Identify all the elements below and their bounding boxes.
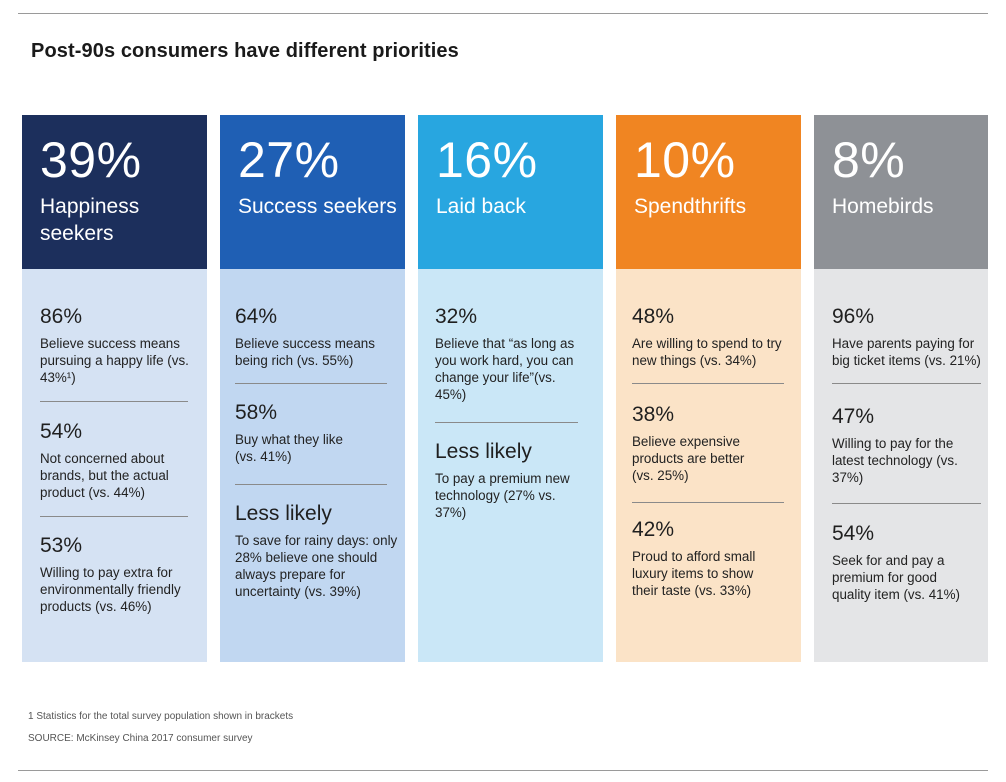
bottom-rule — [18, 770, 988, 771]
stat-value: 48% — [632, 305, 675, 328]
stat-value: 54% — [832, 522, 875, 545]
stat-value: 53% — [40, 534, 83, 557]
segment-header: 8% Homebirds — [814, 115, 988, 269]
stat-value: 47% — [832, 405, 875, 428]
page-title: Post-90s consumers have different priori… — [31, 40, 459, 62]
segment-homebirds: 8% Homebirds 96% Have parents paying for… — [814, 115, 988, 662]
stat-item: Less likely To pay a premium new technol… — [435, 440, 570, 521]
divider — [832, 383, 981, 384]
stat-value: 86% — [40, 305, 83, 328]
segment-header: 16% Laid back — [418, 115, 603, 269]
stat-item: Less likely To save for rainy days: only… — [235, 502, 401, 600]
segment-success-seekers: 27% Success seekers 64% Believe success … — [220, 115, 405, 662]
segment-share: 10% — [634, 132, 736, 188]
segment-label: Laid back — [436, 195, 526, 218]
stat-description: Proud to afford small luxury items to sh… — [632, 549, 756, 598]
stat-value: Less likely — [235, 502, 332, 525]
stat-description: Are willing to spend to try new things (… — [632, 336, 782, 368]
stat-description: Willing to pay extra for environmentally… — [40, 565, 181, 614]
segment-label: Success seekers — [238, 195, 397, 218]
source-note: SOURCE: McKinsey China 2017 consumer sur… — [28, 733, 253, 744]
stat-item: 42% Proud to afford small luxury items t… — [632, 518, 772, 599]
stat-item: 54% Not concerned about brands, but the … — [40, 420, 202, 501]
segment-label: Homebirds — [832, 195, 934, 218]
stat-description: Not concerned about brands, but the actu… — [40, 451, 169, 500]
segment-header: 39% Happiness seekers — [22, 115, 207, 269]
top-rule — [18, 13, 988, 14]
stat-value: 42% — [632, 518, 675, 541]
divider — [40, 516, 188, 517]
divider — [632, 383, 784, 384]
segment-body: 96% Have parents paying for big ticket i… — [814, 269, 988, 662]
segment-spendthrifts: 10% Spendthrifts 48% Are willing to spen… — [616, 115, 801, 662]
divider — [40, 401, 188, 402]
stat-value: Less likely — [435, 440, 532, 463]
stat-description: Buy what they like (vs. 41%) — [235, 432, 343, 464]
segment-share: 27% — [238, 132, 340, 188]
stat-item: 38% Believe expensive products are bette… — [632, 403, 762, 484]
stat-item: 47% Willing to pay for the latest techno… — [832, 405, 970, 486]
segment-header: 27% Success seekers — [220, 115, 405, 269]
segment-share: 16% — [436, 132, 538, 188]
stat-description: Willing to pay for the latest technology… — [832, 436, 958, 485]
segment-share: 39% — [40, 132, 142, 188]
stat-value: 32% — [435, 305, 478, 328]
stat-item: 86% Believe success means pursuing a hap… — [40, 305, 202, 386]
stat-value: 64% — [235, 305, 278, 328]
segment-label: Spendthrifts — [634, 195, 747, 218]
stat-description: To pay a premium new technology (27% vs.… — [435, 471, 570, 520]
segment-share: 8% — [832, 132, 906, 188]
stat-item: 54% Seek for and pay a premium for good … — [832, 522, 962, 603]
segment-body: 86% Believe success means pursuing a hap… — [22, 269, 207, 662]
stat-description: Believe expensive products are better (v… — [632, 434, 745, 483]
segment-body: 64% Believe success means being rich (vs… — [220, 269, 405, 662]
divider — [235, 484, 387, 485]
stat-description: Seek for and pay a premium for good qual… — [832, 553, 960, 602]
stat-item: 96% Have parents paying for big ticket i… — [832, 305, 988, 369]
segment-label: Happiness seekers — [40, 195, 140, 245]
divider — [235, 383, 387, 384]
divider — [832, 503, 981, 504]
stat-value: 96% — [832, 305, 875, 328]
stat-description: Believe success means being rich (vs. 55… — [235, 336, 375, 368]
stat-value: 58% — [235, 401, 278, 424]
stat-item: 58% Buy what they like (vs. 41%) — [235, 401, 397, 465]
stat-description: Believe success means pursuing a happy l… — [40, 336, 189, 385]
segment-body: 32% Believe that “as long as you work ha… — [418, 269, 603, 662]
stat-item: 32% Believe that “as long as you work ha… — [435, 305, 585, 403]
stat-description: Believe that “as long as you work hard, … — [435, 336, 575, 402]
stat-item: 48% Are willing to spend to try new thin… — [632, 305, 797, 369]
footnote: 1 Statistics for the total survey popula… — [28, 711, 294, 722]
stat-description: Have parents paying for big ticket items… — [832, 336, 981, 368]
stat-item: 64% Believe success means being rich (vs… — [235, 305, 395, 369]
stat-value: 54% — [40, 420, 83, 443]
segment-header: 10% Spendthrifts — [616, 115, 801, 269]
divider — [435, 422, 578, 423]
segment-laid-back: 16% Laid back 32% Believe that “as long … — [418, 115, 603, 662]
segment-body: 48% Are willing to spend to try new thin… — [616, 269, 801, 662]
segment-happiness-seekers: 39% Happiness seekers 86% Believe succes… — [22, 115, 207, 662]
stat-value: 38% — [632, 403, 675, 426]
stat-description: To save for rainy days: only 28% believe… — [235, 533, 398, 599]
stat-item: 53% Willing to pay extra for environment… — [40, 534, 200, 615]
divider — [632, 502, 784, 503]
